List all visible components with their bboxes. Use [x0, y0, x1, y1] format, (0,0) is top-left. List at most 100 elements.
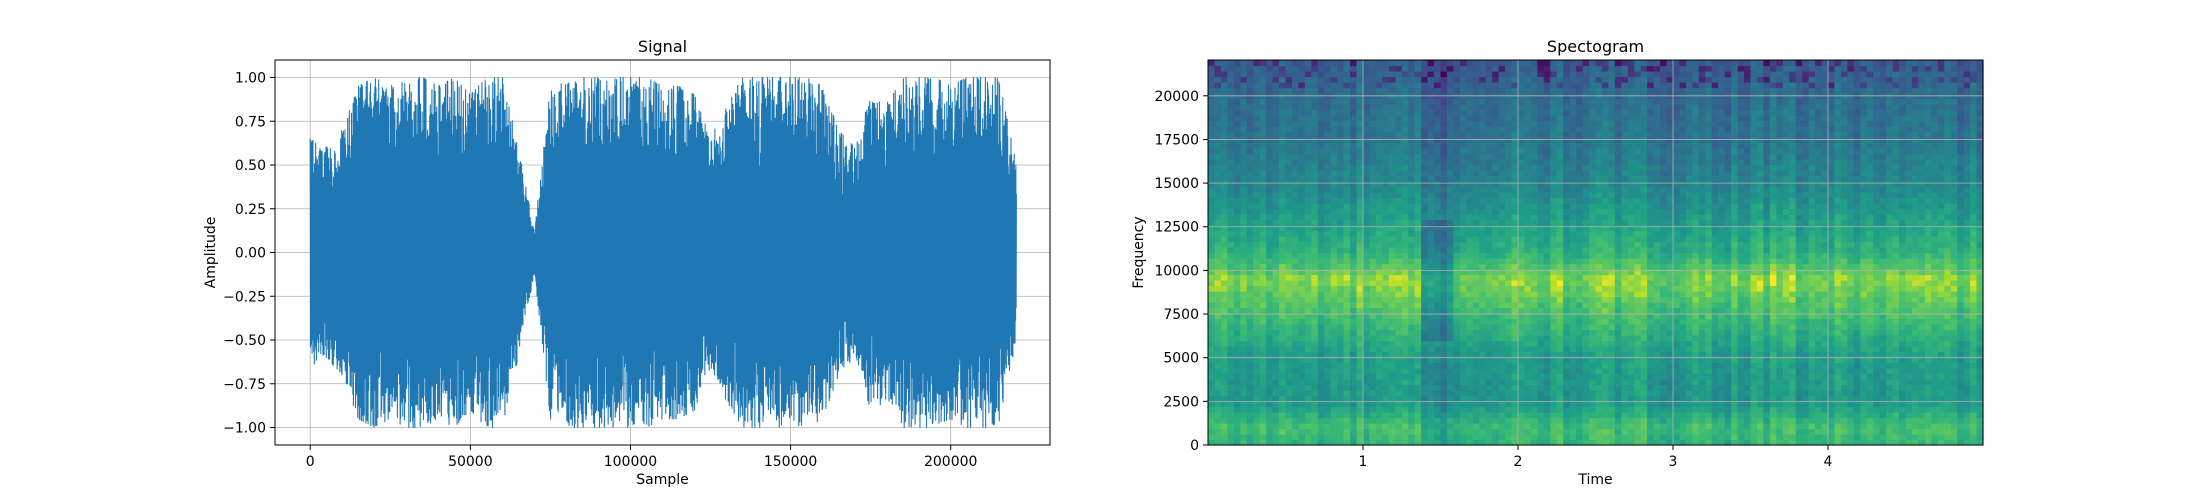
spectrogram-cell — [1621, 60, 1629, 67]
spectrogram-cell — [1595, 324, 1603, 331]
spectrogram-cell — [1350, 285, 1358, 292]
spectrogram-cell — [1530, 362, 1538, 369]
spectrogram-cell — [1653, 219, 1661, 226]
spectrogram-cell — [1530, 247, 1538, 254]
spectrogram-cell — [1530, 219, 1538, 226]
spectrogram-cell — [1621, 340, 1629, 347]
spectrogram-cell — [1466, 247, 1474, 254]
spectrogram-cell — [1627, 219, 1635, 226]
spectrogram-cell — [1595, 236, 1603, 243]
spectrogram-cell — [1446, 423, 1455, 430]
spectrogram-cell — [1337, 104, 1345, 111]
spectrogram-cell — [1472, 76, 1480, 83]
spectrogram-cell — [1601, 318, 1610, 325]
spectrogram-cell — [1337, 159, 1345, 166]
spectrogram-cell — [1421, 357, 1429, 364]
spectrogram-cell — [1388, 82, 1396, 89]
spectrogram-cell — [1356, 395, 1364, 402]
spectrogram-cell — [1220, 368, 1228, 375]
spectrogram-cell — [1453, 390, 1461, 397]
spectrogram-cell — [1311, 368, 1319, 375]
spectrogram-cell — [1285, 362, 1293, 369]
spectrogram-cell — [1556, 258, 1564, 265]
spectrogram-cell — [1614, 98, 1622, 105]
spectrogram-cell — [1363, 340, 1371, 347]
spectrogram-cell — [1343, 153, 1351, 160]
spectrogram-cell — [1660, 351, 1668, 358]
spectrogram-cell — [1330, 175, 1338, 182]
spectrogram-cell — [1208, 395, 1216, 402]
spectrogram-cell — [1298, 82, 1306, 89]
spectrogram-cell — [1556, 379, 1564, 386]
spectrogram-cell — [1595, 307, 1603, 314]
spectrogram-cell — [1324, 434, 1332, 441]
spectrogram-cell — [1550, 109, 1558, 116]
spectrogram-cell — [1427, 252, 1435, 259]
spectrogram-cell — [1518, 395, 1526, 402]
spectrogram-cell — [1233, 428, 1241, 435]
spectrogram-cell — [1388, 241, 1396, 248]
spectrogram-cell — [1524, 247, 1532, 254]
spectrogram-cell — [1214, 258, 1222, 265]
spectrogram-cell — [1401, 329, 1409, 336]
spectrogram-cell — [1291, 285, 1300, 292]
spectrogram-cell — [1543, 406, 1551, 413]
spectrogram-cell — [1272, 186, 1280, 193]
spectrogram-cell — [1446, 357, 1455, 364]
spectrogram-cell — [1214, 175, 1222, 182]
spectrogram-cell — [1337, 170, 1345, 177]
spectrogram-cell — [1304, 126, 1312, 133]
spectrogram-cell — [1427, 379, 1435, 386]
spectrogram-cell — [1660, 318, 1668, 325]
spectrogram-cell — [1595, 131, 1603, 138]
spectrogram-cell — [1414, 159, 1422, 166]
spectrogram-cell — [1479, 302, 1487, 309]
spectrogram-cell — [1446, 104, 1455, 111]
spectrogram-cell — [1382, 307, 1390, 314]
spectrogram-cell — [1220, 148, 1228, 155]
spectrogram-cell — [1330, 412, 1338, 419]
spectrogram-cell — [1505, 214, 1513, 221]
spectrogram-cell — [1388, 296, 1396, 303]
spectrogram-cell — [1285, 98, 1293, 105]
spectrogram-cell — [1524, 417, 1532, 424]
spectrogram-cell — [1550, 258, 1558, 265]
spectrogram-cell — [1363, 170, 1371, 177]
spectrogram-cell — [1485, 181, 1493, 188]
spectrogram-cell — [1505, 384, 1513, 391]
spectrogram-cell — [1511, 109, 1519, 116]
spectrogram-cell — [1246, 307, 1254, 314]
spectrogram-cell — [1414, 131, 1422, 138]
spectrogram-cell — [1266, 285, 1274, 292]
spectrogram-cell — [1550, 412, 1558, 419]
spectrogram-cell — [1285, 434, 1293, 441]
spectrogram-cell — [1317, 115, 1325, 122]
spectrogram-cell — [1427, 65, 1435, 72]
spectrogram-cell — [1421, 214, 1429, 221]
spectrogram-cell — [1233, 247, 1241, 254]
spectrogram-cell — [1369, 252, 1377, 259]
spectrogram-cell — [1369, 258, 1377, 265]
spectrogram-cell — [1569, 186, 1577, 193]
spectrogram-cell — [1311, 170, 1319, 177]
spectrogram-cell — [1550, 126, 1558, 133]
spectrogram-cell — [1530, 164, 1538, 171]
spectrogram-cell — [1595, 362, 1603, 369]
spectrogram-cell — [1324, 302, 1332, 309]
spectrogram-cell — [1511, 225, 1519, 232]
spectrogram-cell — [1414, 269, 1422, 276]
spectrogram-cell — [1350, 87, 1358, 94]
spectrogram-cell — [1569, 291, 1577, 298]
spectrogram-cell — [1208, 153, 1216, 160]
spectrogram-cell — [1272, 181, 1280, 188]
spectrogram-cell — [1272, 142, 1280, 149]
spectrogram-cell — [1220, 390, 1228, 397]
spectrogram-cell — [1576, 225, 1584, 232]
spectrogram-cell — [1369, 247, 1377, 254]
spectrogram-cell — [1647, 241, 1655, 248]
spectrogram-cell — [1408, 203, 1416, 210]
spectrogram-cell — [1240, 373, 1248, 380]
spectrogram-cell — [1427, 263, 1435, 270]
spectrogram-cell — [1272, 318, 1280, 325]
spectrogram-cell — [1569, 214, 1577, 221]
